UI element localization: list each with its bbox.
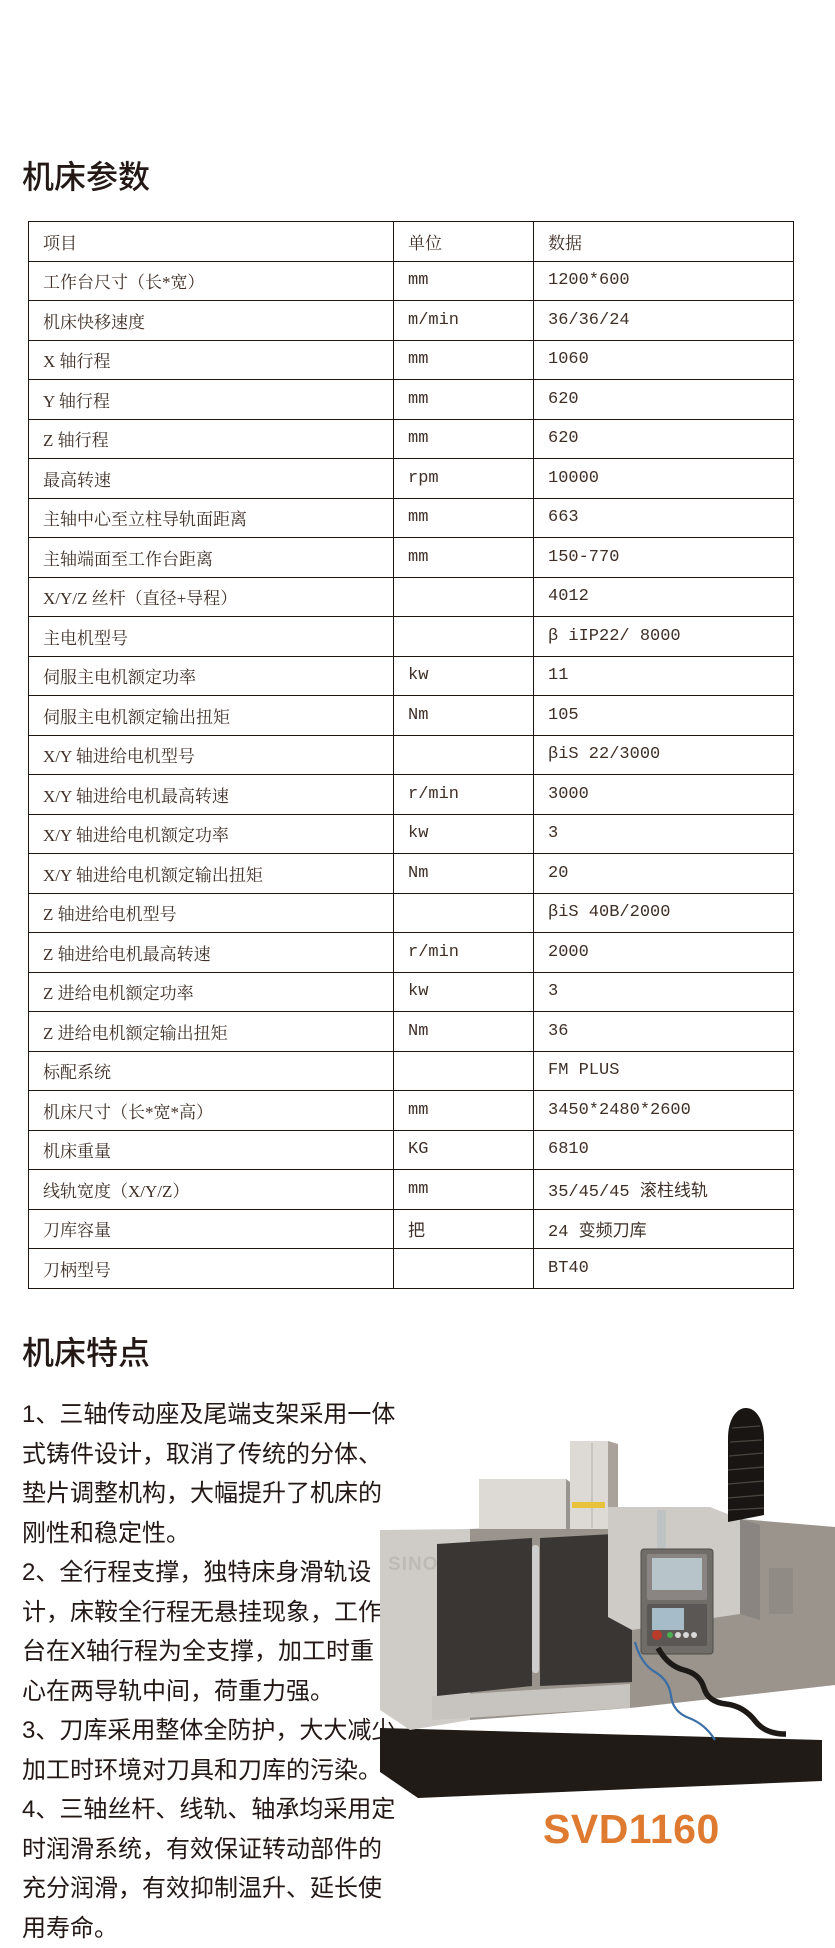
svg-text:SINO: SINO: [388, 1554, 438, 1575]
